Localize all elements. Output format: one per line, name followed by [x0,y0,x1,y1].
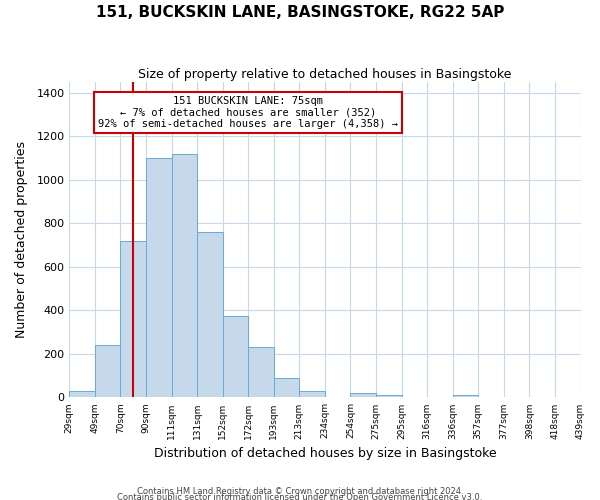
Bar [350,393,376,398]
Text: Contains HM Land Registry data © Crown copyright and database right 2024.: Contains HM Land Registry data © Crown c… [137,486,463,496]
Bar [376,396,401,398]
Text: 151 BUCKSKIN LANE: 75sqm
← 7% of detached houses are smaller (352)
92% of semi-d: 151 BUCKSKIN LANE: 75sqm ← 7% of detache… [98,96,398,129]
X-axis label: Distribution of detached houses by size in Basingstoke: Distribution of detached houses by size … [154,447,496,460]
Bar [70,391,95,398]
Text: Contains public sector information licensed under the Open Government Licence v3: Contains public sector information licen… [118,492,482,500]
Bar [172,154,197,398]
Bar [95,345,121,398]
Title: Size of property relative to detached houses in Basingstoke: Size of property relative to detached ho… [138,68,512,80]
Bar [248,348,274,398]
Bar [453,396,478,398]
Bar [197,232,223,398]
Bar [121,240,146,398]
Bar [223,316,248,398]
Bar [299,391,325,398]
Bar [146,158,172,398]
Bar [274,378,299,398]
Y-axis label: Number of detached properties: Number of detached properties [15,141,28,338]
Text: 151, BUCKSKIN LANE, BASINGSTOKE, RG22 5AP: 151, BUCKSKIN LANE, BASINGSTOKE, RG22 5A… [96,5,504,20]
